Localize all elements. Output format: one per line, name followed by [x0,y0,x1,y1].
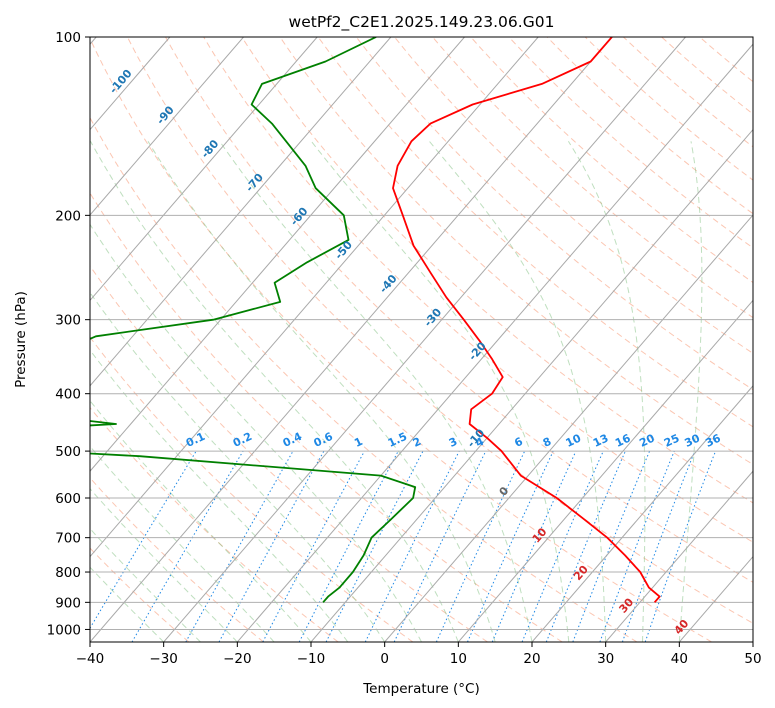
mixing-ratio-line [545,450,626,642]
dry-adiabat [546,37,753,215]
mixing-ratio-label: 16 [613,431,633,449]
dry-adiabat [279,37,753,466]
plot-area: -100-90-80-70-60-50-40-30-20-10010203040… [90,37,753,642]
plot-frame [89,36,754,643]
mixing-ratio-line [491,450,577,642]
x-tick-label: −20 [223,651,252,667]
dry-adiabat [394,37,753,354]
x-tick-label: 0 [380,651,389,667]
dry-adiabat [584,37,753,181]
isotherm-line [90,37,539,558]
dry-adiabat [90,116,638,642]
y-tick-label: 1000 [47,622,81,638]
mixing-ratio-line [90,450,197,630]
isobar-gridlines [90,37,753,630]
dry-adiabat [165,37,753,583]
temperature-trace [392,37,661,603]
y-tick-label: 700 [55,531,81,547]
dry-adiabat [203,37,753,543]
dry-adiabat [126,37,753,624]
y-axis-ticks: 100 200 300 400 500 600 700 800 900 1000 [47,30,90,638]
mixing-ratio-label: 10 [564,431,584,449]
mixing-ratio-line [185,450,294,642]
mixing-ratio-line [364,450,460,642]
dry-adiabat [90,477,264,642]
isotherm-line [531,385,753,642]
isotherm-line [90,37,244,216]
mixing-ratio-label: 20 [637,431,657,449]
x-tick-label: 20 [523,651,540,667]
x-tick-label: −40 [76,651,105,667]
mixing-ratio-line [644,450,717,642]
x-axis-ticks: −40 −30 −20 −10 0 10 20 30 40 50 [76,642,762,667]
y-axis-label: Pressure (hPa) [13,291,29,388]
mixing-ratio-lines [90,450,717,642]
y-tick-label: 400 [55,387,81,403]
y-tick-label: 100 [55,30,81,46]
isotherm-line [90,37,392,387]
isotherm-line [457,299,753,642]
x-tick-label: 50 [744,651,761,667]
y-tick-label: 300 [55,313,81,329]
y-tick-label: 900 [55,595,81,611]
isotherm-line [384,214,753,642]
y-tick-label: 200 [55,208,81,224]
mixing-ratio-line [131,450,244,642]
dry-adiabat [90,336,414,642]
chart-title: wetPf2_C2E1.2025.149.23.06.G01 [289,13,555,32]
x-tick-label: −10 [297,651,326,667]
x-tick-label: −30 [149,651,178,667]
x-tick-label: 40 [671,651,688,667]
isotherm-line [90,37,613,642]
isotherm-line [236,43,753,642]
mixing-ratio-line [521,450,604,642]
isotherm-line [605,470,753,642]
y-tick-label: 500 [55,444,81,460]
isotherm-line [310,128,753,642]
dewpoint-trace [90,37,417,603]
mixing-ratio-label: 13 [591,432,610,450]
dry-adiabat [355,37,753,391]
mixing-ratio-line [467,450,554,642]
mixing-ratio-line [435,450,526,642]
mixing-ratio-label: 30 [683,431,703,449]
dry-adiabat [90,192,563,642]
isotherm-line [90,37,465,472]
y-tick-label: 600 [55,491,81,507]
mixing-ratio-line [393,450,487,642]
mixing-ratio-line [262,450,365,642]
mixing-ratio-label: 25 [662,432,681,450]
y-tick-label: 800 [55,565,81,581]
dry-adiabat [508,37,753,249]
mixing-ratio-label: 36 [703,431,723,449]
sounding-traces [90,37,661,603]
isotherm-lines [90,37,753,642]
x-axis-label: Temperature (°C) [362,681,480,697]
isotherm-line [163,37,686,642]
isotherm-line [90,37,318,302]
x-tick-label: 30 [597,651,614,667]
dry-adiabat [317,37,753,428]
x-tick-label: 10 [450,651,467,667]
mixing-ratio-line [218,450,325,642]
